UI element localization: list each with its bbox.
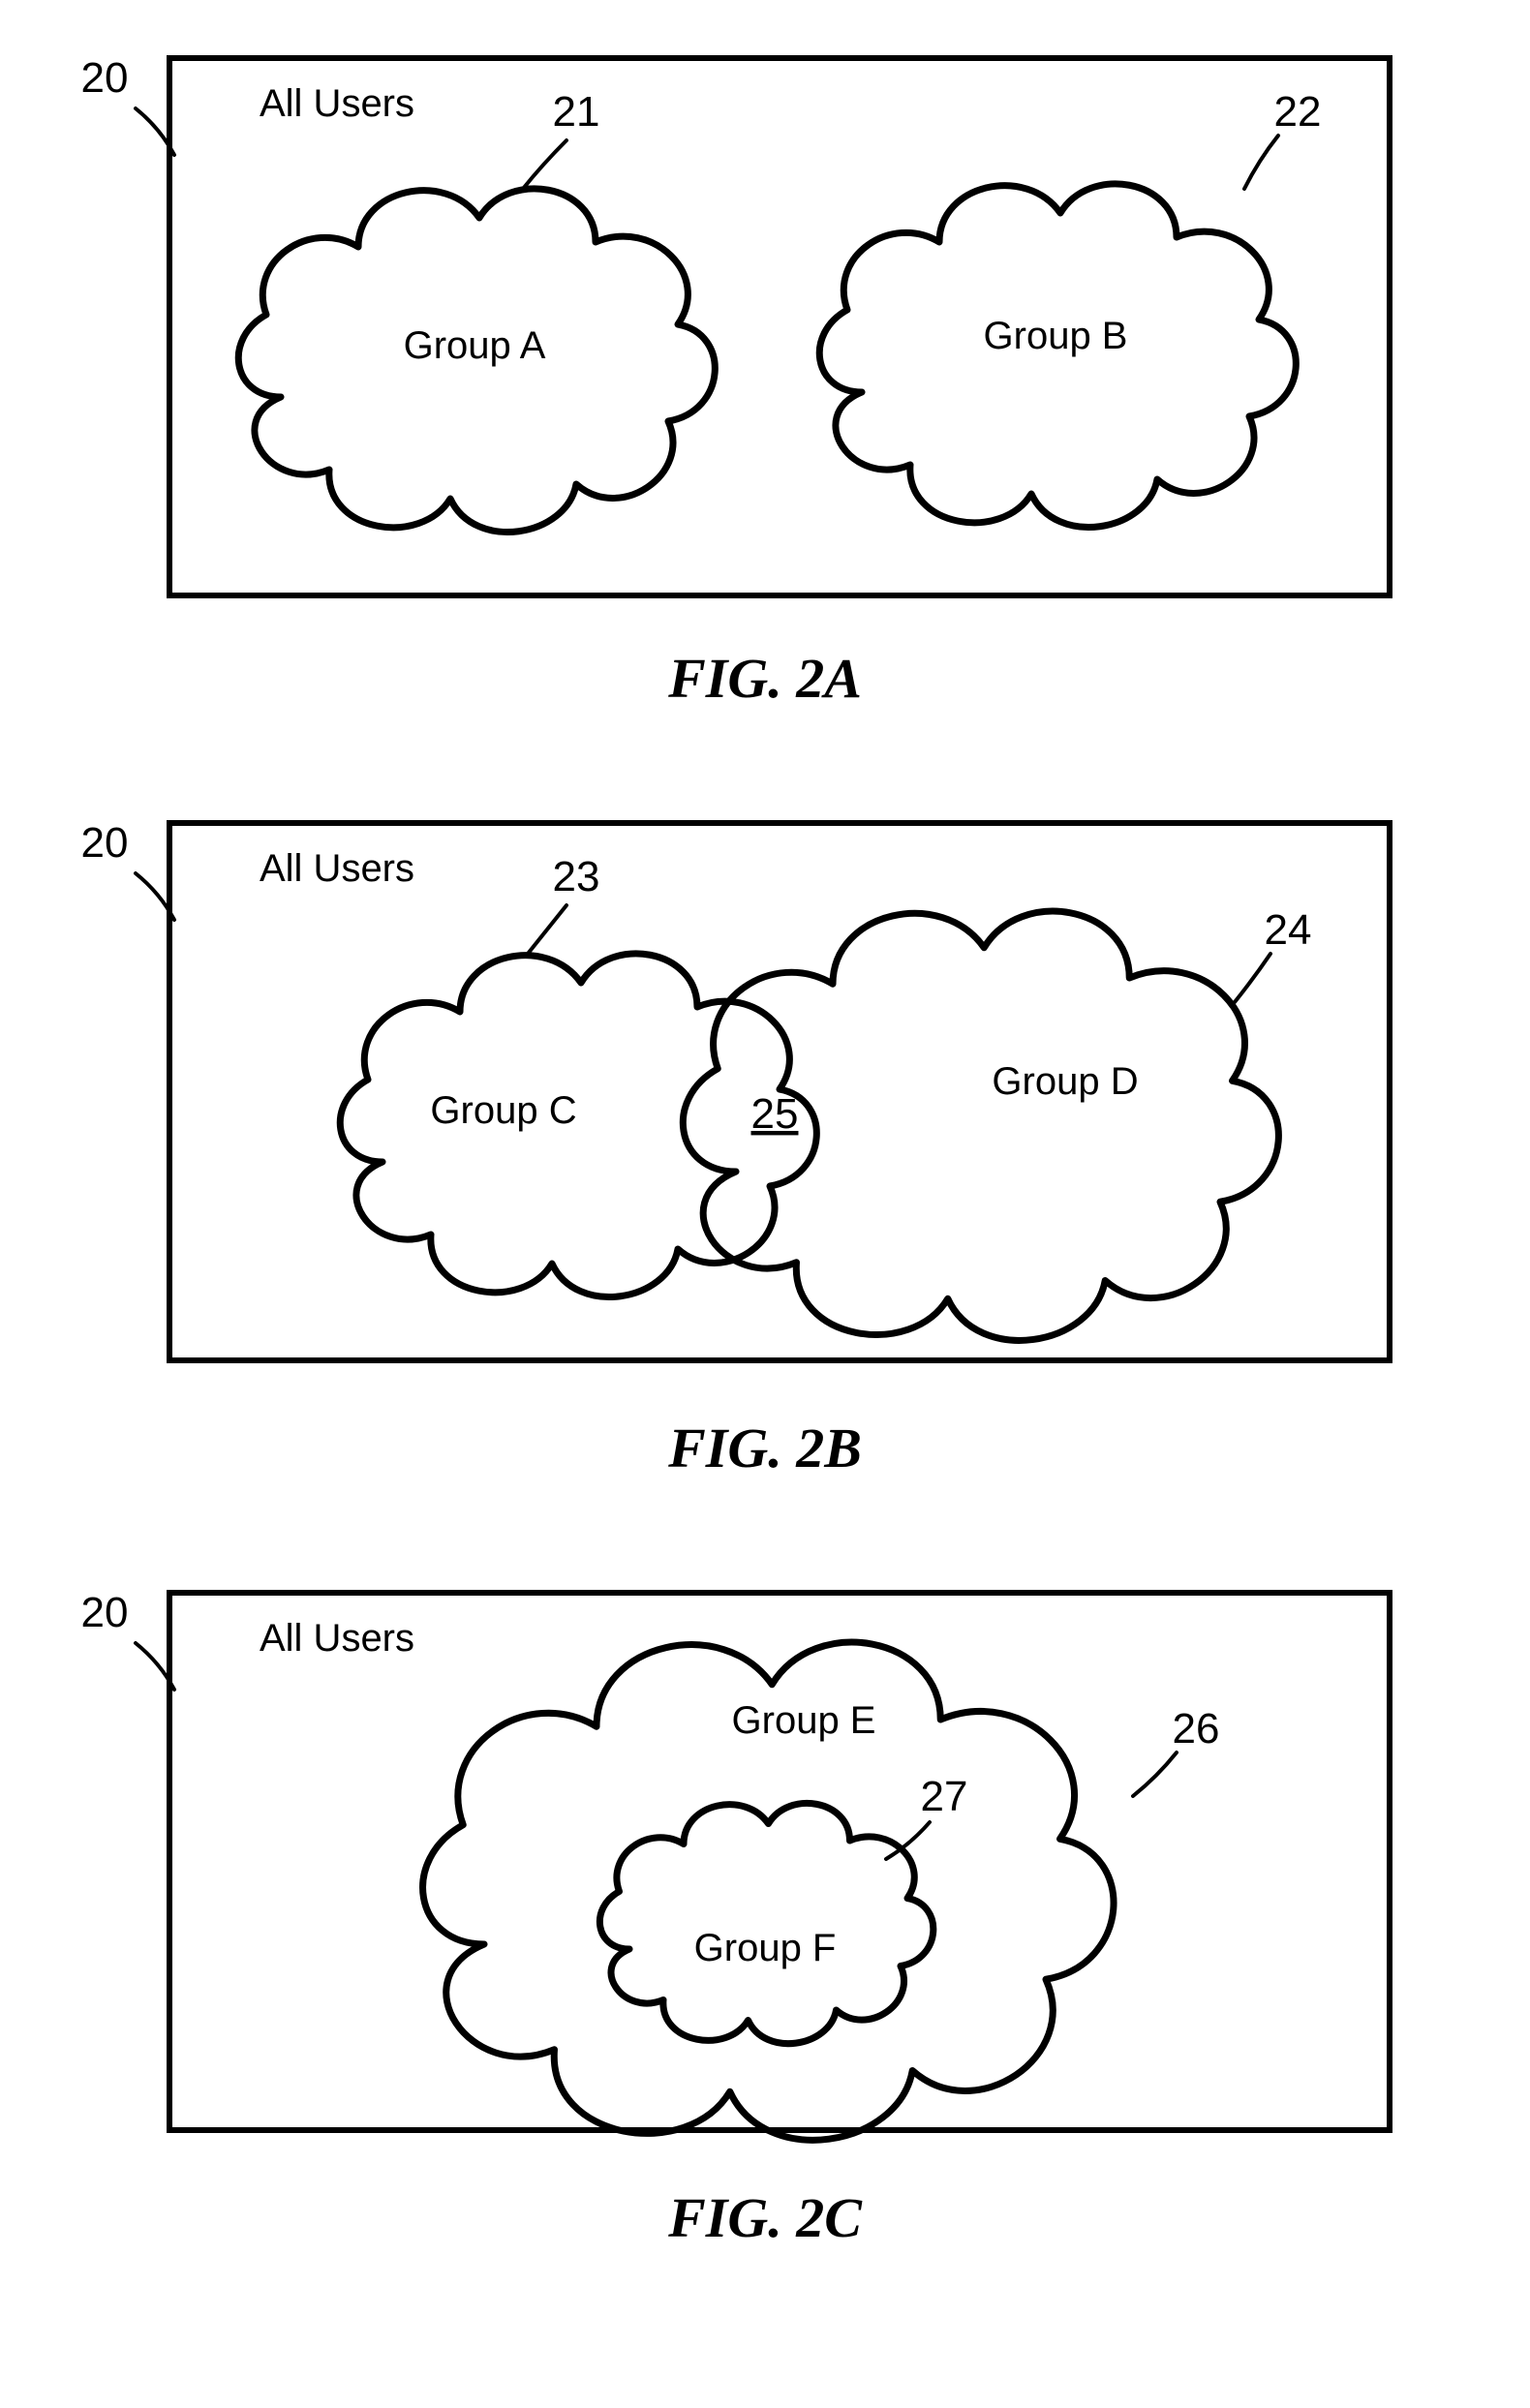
cloudF-label: Group F — [694, 1927, 837, 1969]
cloudD-refnum: 24 — [1265, 906, 1312, 954]
refnum: 20 — [81, 1589, 129, 1636]
leader-line — [528, 905, 566, 954]
all-users-label: All Users — [260, 847, 414, 890]
refnum: 20 — [81, 54, 129, 102]
cloudA-refnum: 21 — [553, 88, 600, 136]
fig2b-caption: FIG. 2B — [667, 1417, 862, 1479]
leader-line — [1244, 136, 1278, 189]
cloudC-refnum: 23 — [553, 853, 600, 900]
cloudC — [340, 954, 816, 1297]
refnum: 20 — [81, 819, 129, 867]
leader-line — [1133, 1753, 1177, 1796]
cloudC-label: Group C — [430, 1089, 576, 1132]
cloudF — [599, 1803, 933, 2043]
cloudB-refnum: 22 — [1274, 88, 1322, 136]
cloudF-refnum: 27 — [921, 1773, 968, 1820]
leader-line — [1235, 954, 1270, 1002]
cloudB-label: Group B — [984, 315, 1128, 357]
fig2a-caption: FIG. 2A — [667, 647, 862, 710]
cloudD-label: Group D — [992, 1060, 1138, 1103]
all-users-label: All Users — [260, 1617, 414, 1660]
fig2a: 20 All Users Group A 21 Group B 22 — [81, 54, 1390, 595]
cloudE-refnum: 26 — [1173, 1705, 1220, 1753]
fig2c: 20 All Users Group E 26 Group F 27 — [81, 1589, 1390, 2140]
cloudE-label: Group E — [732, 1699, 876, 1742]
leader-line — [523, 140, 566, 189]
fig2b: 20 All Users Group C 23 Group D 24 25 — [81, 819, 1390, 1360]
fig2c-caption: FIG. 2C — [667, 2186, 863, 2249]
all-users-label: All Users — [260, 82, 414, 125]
cloudA-label: Group A — [404, 324, 546, 367]
overlap-refnum: 25 — [751, 1090, 799, 1138]
